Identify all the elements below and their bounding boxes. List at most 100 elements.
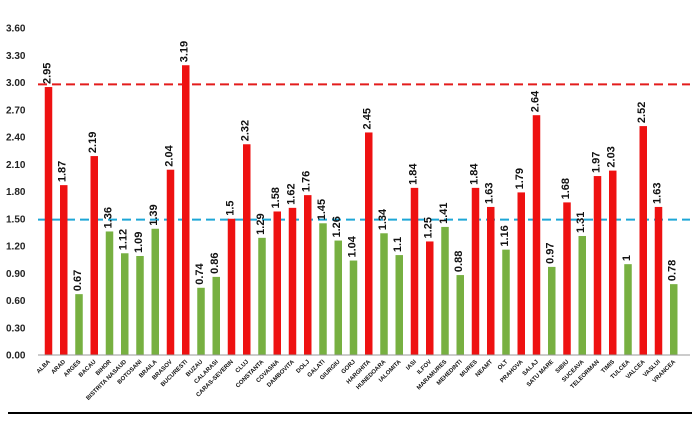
bar: [609, 170, 617, 355]
bar: [532, 115, 541, 355]
bar: [197, 287, 205, 355]
bar: [288, 207, 297, 355]
data-label: 1.1: [392, 237, 404, 252]
bar: [75, 294, 83, 355]
data-label: 1.79: [514, 168, 526, 189]
bar: [670, 284, 678, 355]
y-tick-label: 0.90: [6, 269, 26, 280]
bar: [578, 236, 586, 355]
data-label: 0.67: [72, 270, 84, 291]
data-label: 1.09: [133, 232, 145, 253]
data-label: 1.68: [560, 178, 572, 199]
y-tick-label: 1.20: [6, 242, 26, 253]
data-label: 1.29: [255, 213, 267, 234]
bar: [243, 144, 251, 355]
bar: [456, 275, 464, 355]
y-tick-label: 0.30: [6, 323, 26, 334]
data-label: 1.76: [301, 171, 313, 192]
y-axis: 0.00 0.30 0.60 0.90 1.20 1.50 1.80 2.10 2.40 2.70…: [6, 24, 26, 362]
bar: [334, 240, 342, 355]
data-label: 0.97: [545, 242, 557, 263]
x-tick-label: NEAMT: [475, 359, 495, 379]
data-label: 1.87: [57, 161, 69, 182]
bar: [654, 206, 663, 355]
bar: [380, 233, 388, 355]
y-tick-label: 0.00: [6, 351, 26, 362]
data-label: 2.04: [164, 144, 176, 166]
data-label: 0.88: [453, 251, 465, 272]
bar: [304, 195, 312, 355]
reference-lines: [38, 83, 690, 221]
x-tick-label: TELEORMAN: [570, 359, 601, 390]
data-label: 1.84: [408, 163, 420, 185]
bar: [593, 176, 602, 355]
x-tick-label: OLT: [497, 359, 510, 372]
x-tick-label: DAMBOVITA: [266, 359, 296, 389]
y-tick-label: 2.40: [6, 133, 26, 144]
data-label: 2.52: [636, 102, 648, 123]
y-tick-label: 3.30: [6, 51, 26, 62]
data-label: 1.45: [316, 199, 328, 220]
bar: [563, 202, 571, 355]
y-tick-label: 2.10: [6, 160, 26, 171]
bar: [258, 237, 266, 355]
bar: [395, 255, 403, 355]
bar: [121, 253, 129, 355]
y-tick-label: 1.50: [6, 214, 26, 225]
bar: [471, 187, 480, 355]
data-label: 1.36: [103, 207, 115, 228]
data-label: 2.19: [87, 132, 99, 153]
data-label: 1.04: [347, 235, 359, 257]
bar: [487, 206, 495, 355]
bar: [517, 192, 525, 355]
bar: [44, 87, 53, 356]
bar: [410, 187, 419, 355]
data-label: 1.63: [652, 183, 664, 204]
y-tick-label: 1.80: [6, 187, 26, 198]
data-label: 1.39: [148, 204, 160, 225]
data-label: 2.95: [42, 63, 54, 84]
bar: [105, 231, 114, 355]
bar: [441, 226, 449, 355]
x-tick-label: IASI: [405, 359, 418, 372]
bar: [502, 249, 510, 355]
x-tick-label: ALBA: [36, 359, 52, 375]
bar: [273, 211, 281, 355]
data-label: 1.31: [575, 212, 587, 233]
data-label: 1.12: [118, 229, 130, 250]
data-label: 1: [621, 255, 633, 261]
data-label: 2.45: [362, 108, 374, 129]
bars: [44, 65, 678, 356]
bar: [639, 126, 647, 355]
bar: [426, 241, 434, 355]
bar: [151, 228, 159, 355]
data-label: 1.25: [423, 217, 435, 238]
bar: [136, 255, 144, 355]
data-label: 1.97: [591, 152, 603, 173]
bar: [349, 260, 358, 355]
data-label: 2.64: [530, 90, 542, 112]
data-label: 1.34: [377, 208, 389, 230]
bar: [212, 276, 220, 355]
data-label: 2.32: [240, 120, 252, 141]
bar: [90, 156, 98, 355]
data-label: 1.58: [270, 187, 282, 208]
bar: [182, 65, 190, 355]
data-label: 1.41: [438, 203, 450, 224]
value-labels: 2.95 1.87 0.67 2.19 1.361.12 1.091.39 2.04 3.19…: [42, 41, 679, 291]
data-label: 0.86: [209, 252, 221, 273]
bar: [624, 264, 632, 355]
data-label: 1.63: [484, 183, 496, 204]
bar: [319, 223, 327, 355]
data-label: 1.84: [469, 163, 481, 185]
y-tick-label: 2.70: [6, 105, 26, 116]
bar: [548, 266, 556, 355]
data-label: 0.78: [667, 260, 679, 281]
y-tick-label: 0.60: [6, 296, 26, 307]
data-label: 2.03: [606, 146, 618, 167]
data-label: 3.19: [179, 41, 191, 62]
data-label: 1.26: [331, 216, 343, 237]
data-label: 1.5: [225, 200, 237, 215]
